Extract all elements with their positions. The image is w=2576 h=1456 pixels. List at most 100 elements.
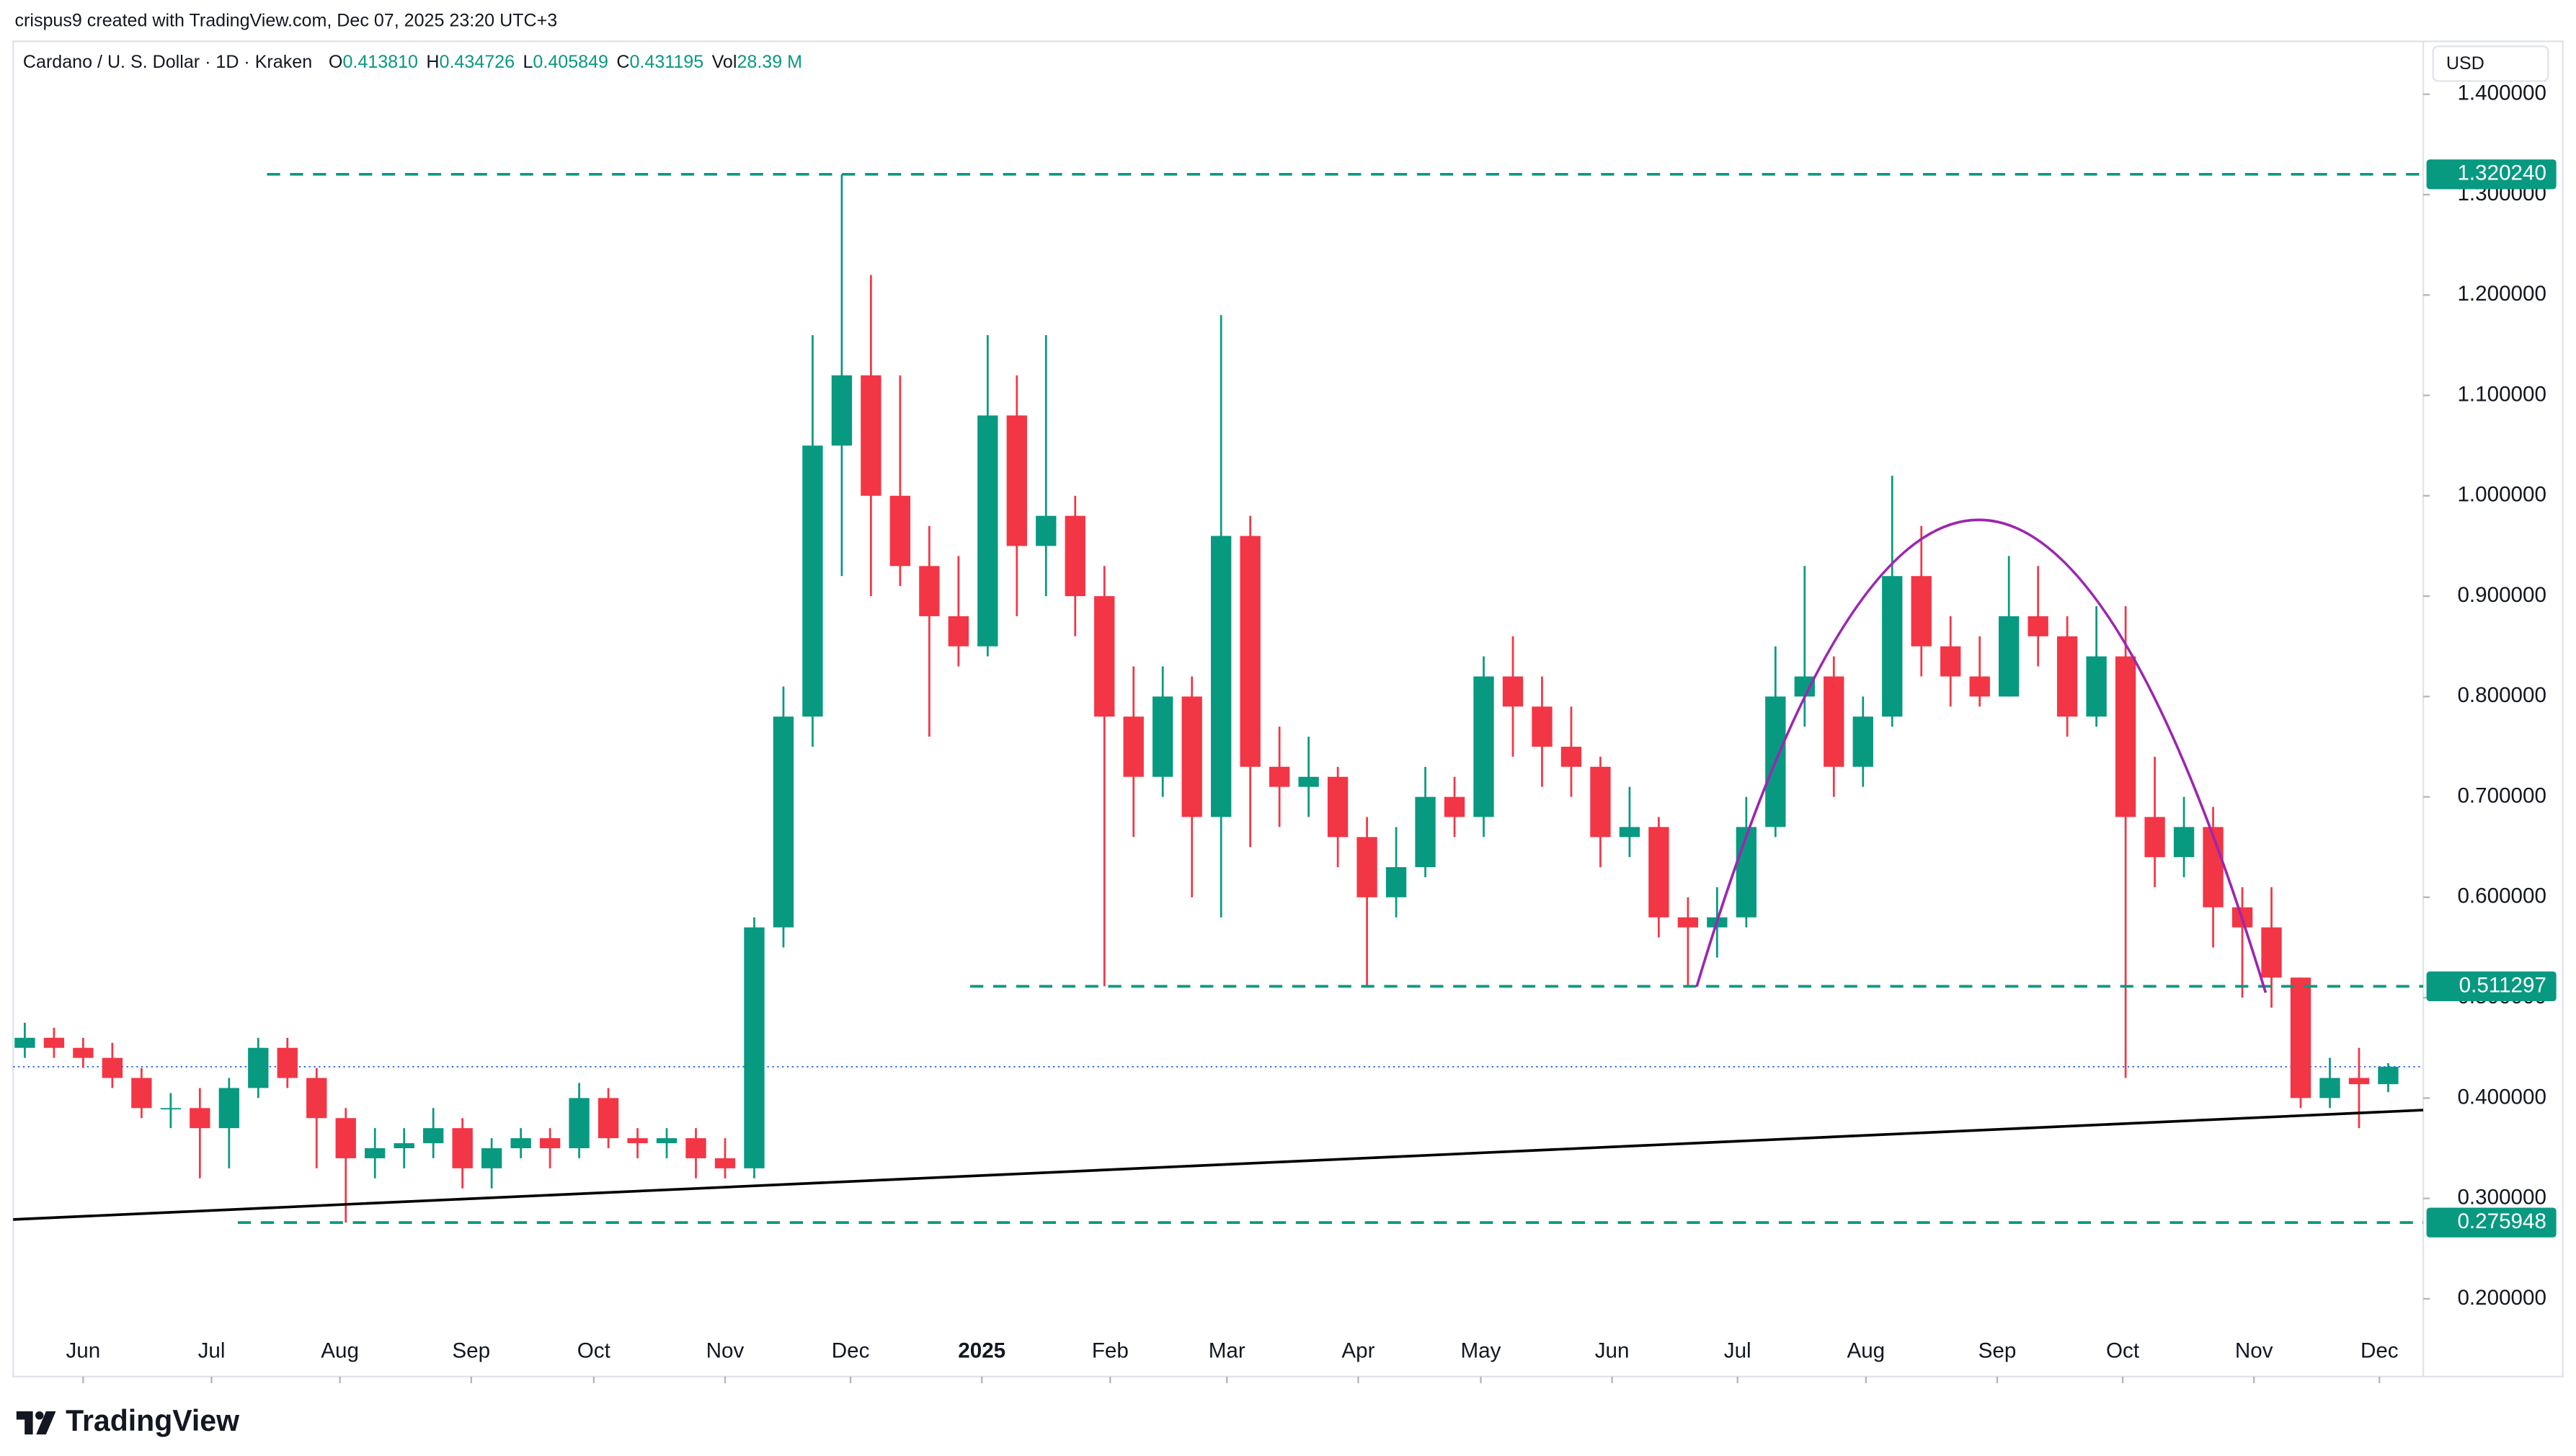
x-tick-label: Jul [198,1339,226,1362]
candle-body [1969,676,1990,697]
candle-body [1794,676,1815,697]
candle-body [1152,696,1173,777]
candle-body [1298,776,1319,787]
y-tick-label: 1.400000 [2457,81,2546,105]
candle-body [744,927,765,1168]
candle-body [2115,656,2136,817]
x-tick-label: Dec [832,1339,870,1362]
candle-body [539,1138,561,1149]
symbol-name: Cardano / U. S. Dollar · 1D · Kraken [23,52,312,72]
candle-body [627,1138,648,1144]
candle-body [1123,716,1144,777]
candle-body [2028,616,2048,636]
candle-body [190,1108,210,1129]
candle-body [977,415,998,647]
x-tick-label: Oct [2106,1339,2140,1362]
logo-text: TradingView [66,1404,240,1437]
candle-body [423,1128,444,1144]
candle-body [1240,536,1261,767]
candle-body [1415,796,1436,868]
candle-body [43,1037,65,1048]
x-tick-label: Apr [1341,1339,1374,1362]
legend-value: 28.39 M [737,52,802,72]
candle-body [831,375,853,446]
candle-body [1269,766,1290,787]
candle-body [14,1037,35,1048]
x-tick-label: Dec [2360,1339,2399,1362]
x-tick-label: Nov [706,1339,745,1362]
candle-body [2086,656,2107,717]
candle-body [1852,716,1873,767]
candle-body [1094,596,1115,717]
candle-body [1648,827,1669,918]
y-tick-label: 0.700000 [2457,784,2546,807]
x-tick-label: Feb [1092,1339,1129,1362]
x-tick-label: 2025 [958,1339,1005,1362]
legend-key: Vol [712,52,737,72]
candle-body [248,1047,269,1088]
level-label: 0.511297 [2459,973,2546,997]
x-tick-label: Jul [1724,1339,1751,1362]
candle-body [889,495,911,567]
candle-body [802,445,823,717]
x-tick-label: Nov [2235,1339,2273,1362]
legend-key: L [523,52,533,72]
candle-body [1211,536,1232,817]
candle-body [2056,636,2078,717]
candle-body [1532,706,1553,747]
candle-body [510,1138,531,1149]
candle-body [569,1098,590,1149]
candle-body [1560,746,1582,767]
y-tick-label: 1.000000 [2457,483,2546,507]
candle-body [2348,1078,2370,1085]
frame [12,40,2564,1377]
candle-body [481,1148,502,1168]
candle-body [277,1047,298,1078]
candle-body [773,716,794,928]
candle-body [452,1128,473,1168]
caption: crispus9 created with TradingView.com, D… [15,10,558,30]
candle-body [1882,576,1903,717]
y-tick-label: 0.800000 [2457,683,2546,707]
candle-body [1036,515,1057,546]
candle-body [1940,646,1961,677]
trendline [13,1109,2424,1221]
candle-body [598,1098,619,1139]
x-tick-label: May [1460,1339,1501,1362]
level-label-box [2426,1207,2557,1238]
candle-body [919,566,940,616]
candle-body [685,1138,706,1158]
legend-value: 0.413810 [342,52,418,72]
candle-body [1619,827,1640,838]
legend-key: C [616,52,629,72]
x-tick-label: Jun [1595,1339,1630,1362]
candle-body [1356,837,1377,897]
candle-body [102,1057,123,1078]
candle-body [2261,927,2282,978]
x-tick-label: Oct [577,1339,611,1362]
candle-body [2378,1066,2399,1085]
currency-box[interactable] [2432,45,2549,82]
y-tick-label: 1.100000 [2457,382,2546,406]
candle-body [394,1143,414,1149]
legend-value: 0.431195 [630,52,704,72]
x-tick-label: Jun [66,1339,101,1362]
legend-value: 0.405849 [533,52,608,72]
candle-body [2290,977,2311,1098]
y-tick-label: 0.400000 [2457,1085,2546,1109]
candle-body [2319,1078,2340,1098]
x-tick-label: Sep [1978,1339,2017,1362]
candle-body [1824,676,1844,767]
candle-body [218,1088,239,1129]
candle-body [1911,576,1932,647]
candle-body [1473,676,1494,817]
candle-body [861,375,881,496]
x-tick-label: Aug [1847,1339,1885,1362]
logo-icon [16,1411,56,1435]
legend-key: H [426,52,439,72]
candle-body [131,1078,152,1109]
candle-body [365,1148,386,1158]
candle-body [2203,827,2224,907]
candle-body [948,616,969,647]
